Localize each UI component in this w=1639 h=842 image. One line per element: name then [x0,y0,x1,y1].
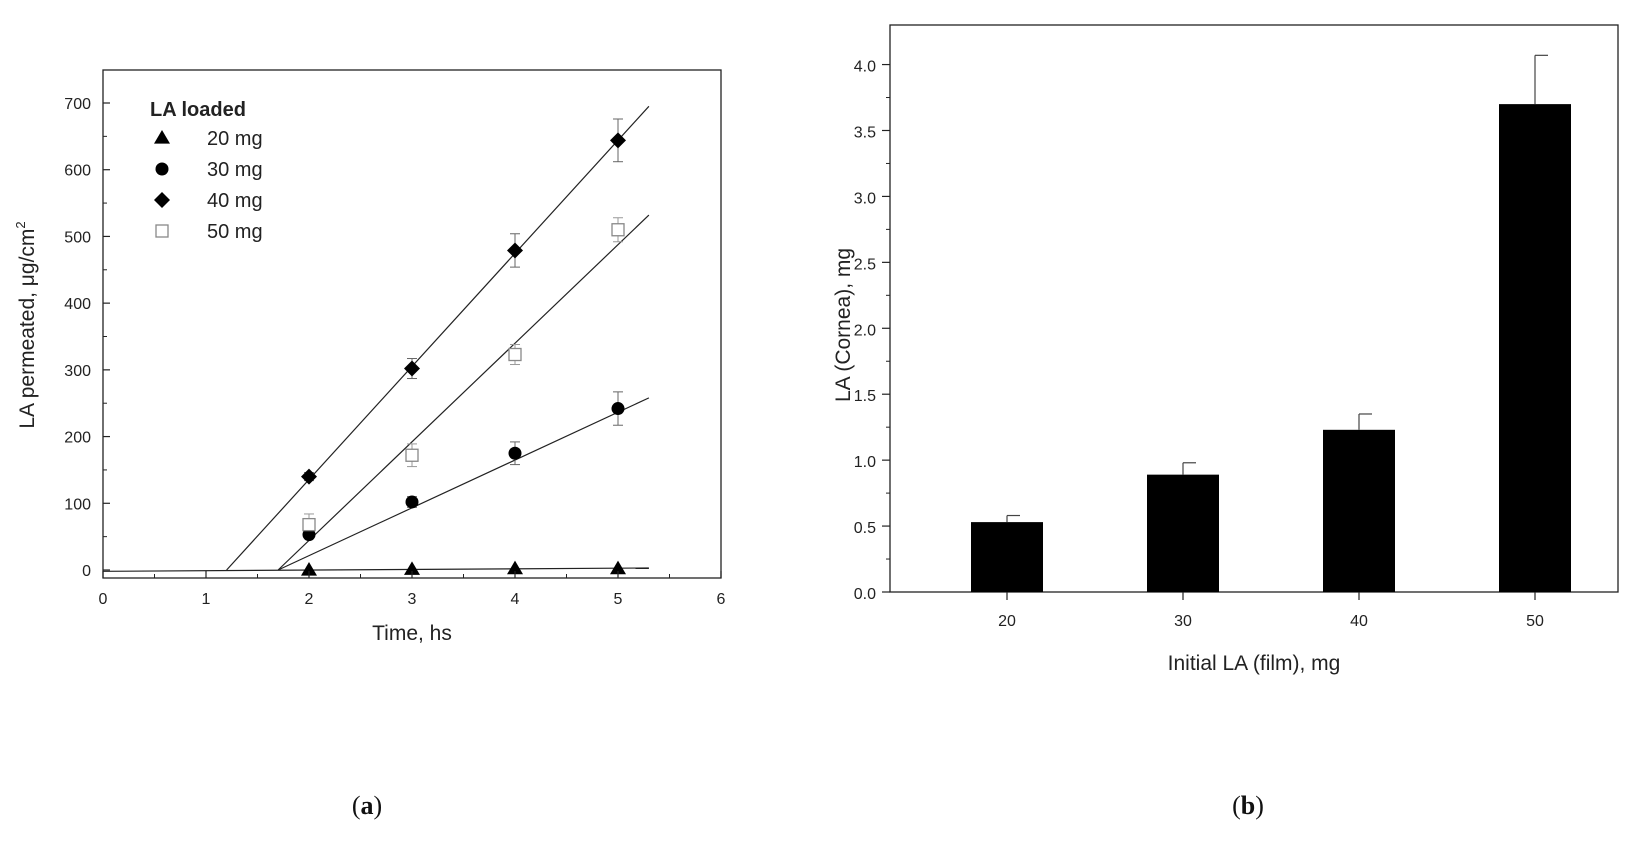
y-tick-label-b: 3.0 [854,190,876,207]
x-tick-label-a: 1 [202,591,211,608]
y-tick-label-a: 700 [64,96,91,113]
data-point-diamond [301,468,317,485]
y-axis-label-b: LA (Cornea), mg [832,248,855,402]
legend-label: 20 mg [207,128,263,150]
x-tick-label-a: 3 [408,591,417,608]
legend-title-a: LA loaded [150,99,246,121]
data-point-triangle [301,562,317,576]
data-point-circle [405,495,419,509]
data-point-triangle [404,561,420,575]
legend-marker-circle [155,162,169,176]
y-tick-label-b: 0.5 [854,520,876,537]
x-tick-label-a: 6 [717,591,726,608]
y-axis-label-a: LA permeated, μg/cm2 [13,221,39,428]
chart-b: 0.0 0.5 1.0 1.5 2.0 2.5 3.0 3.5 4.0 20 30 40 50 Init… [832,24,1619,820]
x-axis-label-b: Initial LA (film), mg [1168,652,1341,675]
bar-40 [1323,429,1395,592]
bar-20 [971,522,1043,592]
y-tick-label-a: 500 [64,229,91,246]
data-point-open-square [405,448,419,462]
legend-label: 50 mg [207,221,263,243]
y-tick-label-b: 2.0 [854,322,876,339]
panel-label-b: (b) [1232,791,1264,820]
fit-line-diamond [226,105,650,571]
data-point-open-square [611,223,625,237]
data-point-circle [508,446,522,460]
data-point-triangle [610,560,626,575]
legend-marker-diamond [154,192,170,208]
legend-a: LA loaded 20 mg 30 mg 40 mg 50 mg [150,99,263,243]
plot-area-b [889,24,1619,593]
x-tick-label-a: 0 [99,591,108,608]
fit-line-circle [277,397,650,571]
x-tick-label-a: 5 [614,591,623,608]
bar-30 [1147,474,1219,592]
y-tick-label-b: 3.5 [854,124,876,141]
fit-line-open-square [277,214,650,571]
data-point-triangle [507,560,523,575]
x-axis-label-a: Time, hs [372,622,452,645]
panel-label-a: (a) [352,791,382,820]
y-tick-label-b: 4.0 [854,59,876,76]
data-point-circle [611,402,625,416]
y-tick-label-b: 1.0 [854,454,876,471]
legend-label: 40 mg [207,190,263,212]
legend-label: 30 mg [207,159,263,181]
x-tick-label-b: 40 [1350,613,1368,630]
data-point-diamond [610,132,626,149]
data-point-diamond [404,360,420,377]
x-tick-label-b: 50 [1526,613,1544,630]
y-tick-label-a: 600 [64,163,91,180]
data-point-open-square [508,347,522,362]
fit-line-triangle [102,567,649,572]
y-tick-label-b: 2.5 [854,256,876,273]
y-tick-label-a: 0 [82,563,91,580]
legend-marker-open-square [155,224,169,238]
x-tick-label-a: 4 [511,591,520,608]
y-tick-label-a: 200 [64,430,91,447]
bar-50 [1499,104,1571,593]
x-tick-label-b: 30 [1174,613,1192,630]
y-tick-label-a: 300 [64,363,91,380]
y-tick-label-b: 1.5 [854,388,876,405]
y-tick-label-b: 0.0 [854,586,876,603]
data-point-diamond [507,242,523,259]
data-point-open-square [302,517,316,532]
data-point-circle [302,528,316,542]
y-tick-label-a: 400 [64,296,91,313]
x-tick-label-a: 2 [305,591,314,608]
chart-a: 0 1 2 3 4 5 6 0 100 200 300 400 500 600 700 Time, hs L… [13,69,726,820]
x-tick-label-b: 20 [998,613,1016,630]
legend-marker-triangle [154,130,170,144]
y-tick-label-a: 100 [64,496,91,513]
